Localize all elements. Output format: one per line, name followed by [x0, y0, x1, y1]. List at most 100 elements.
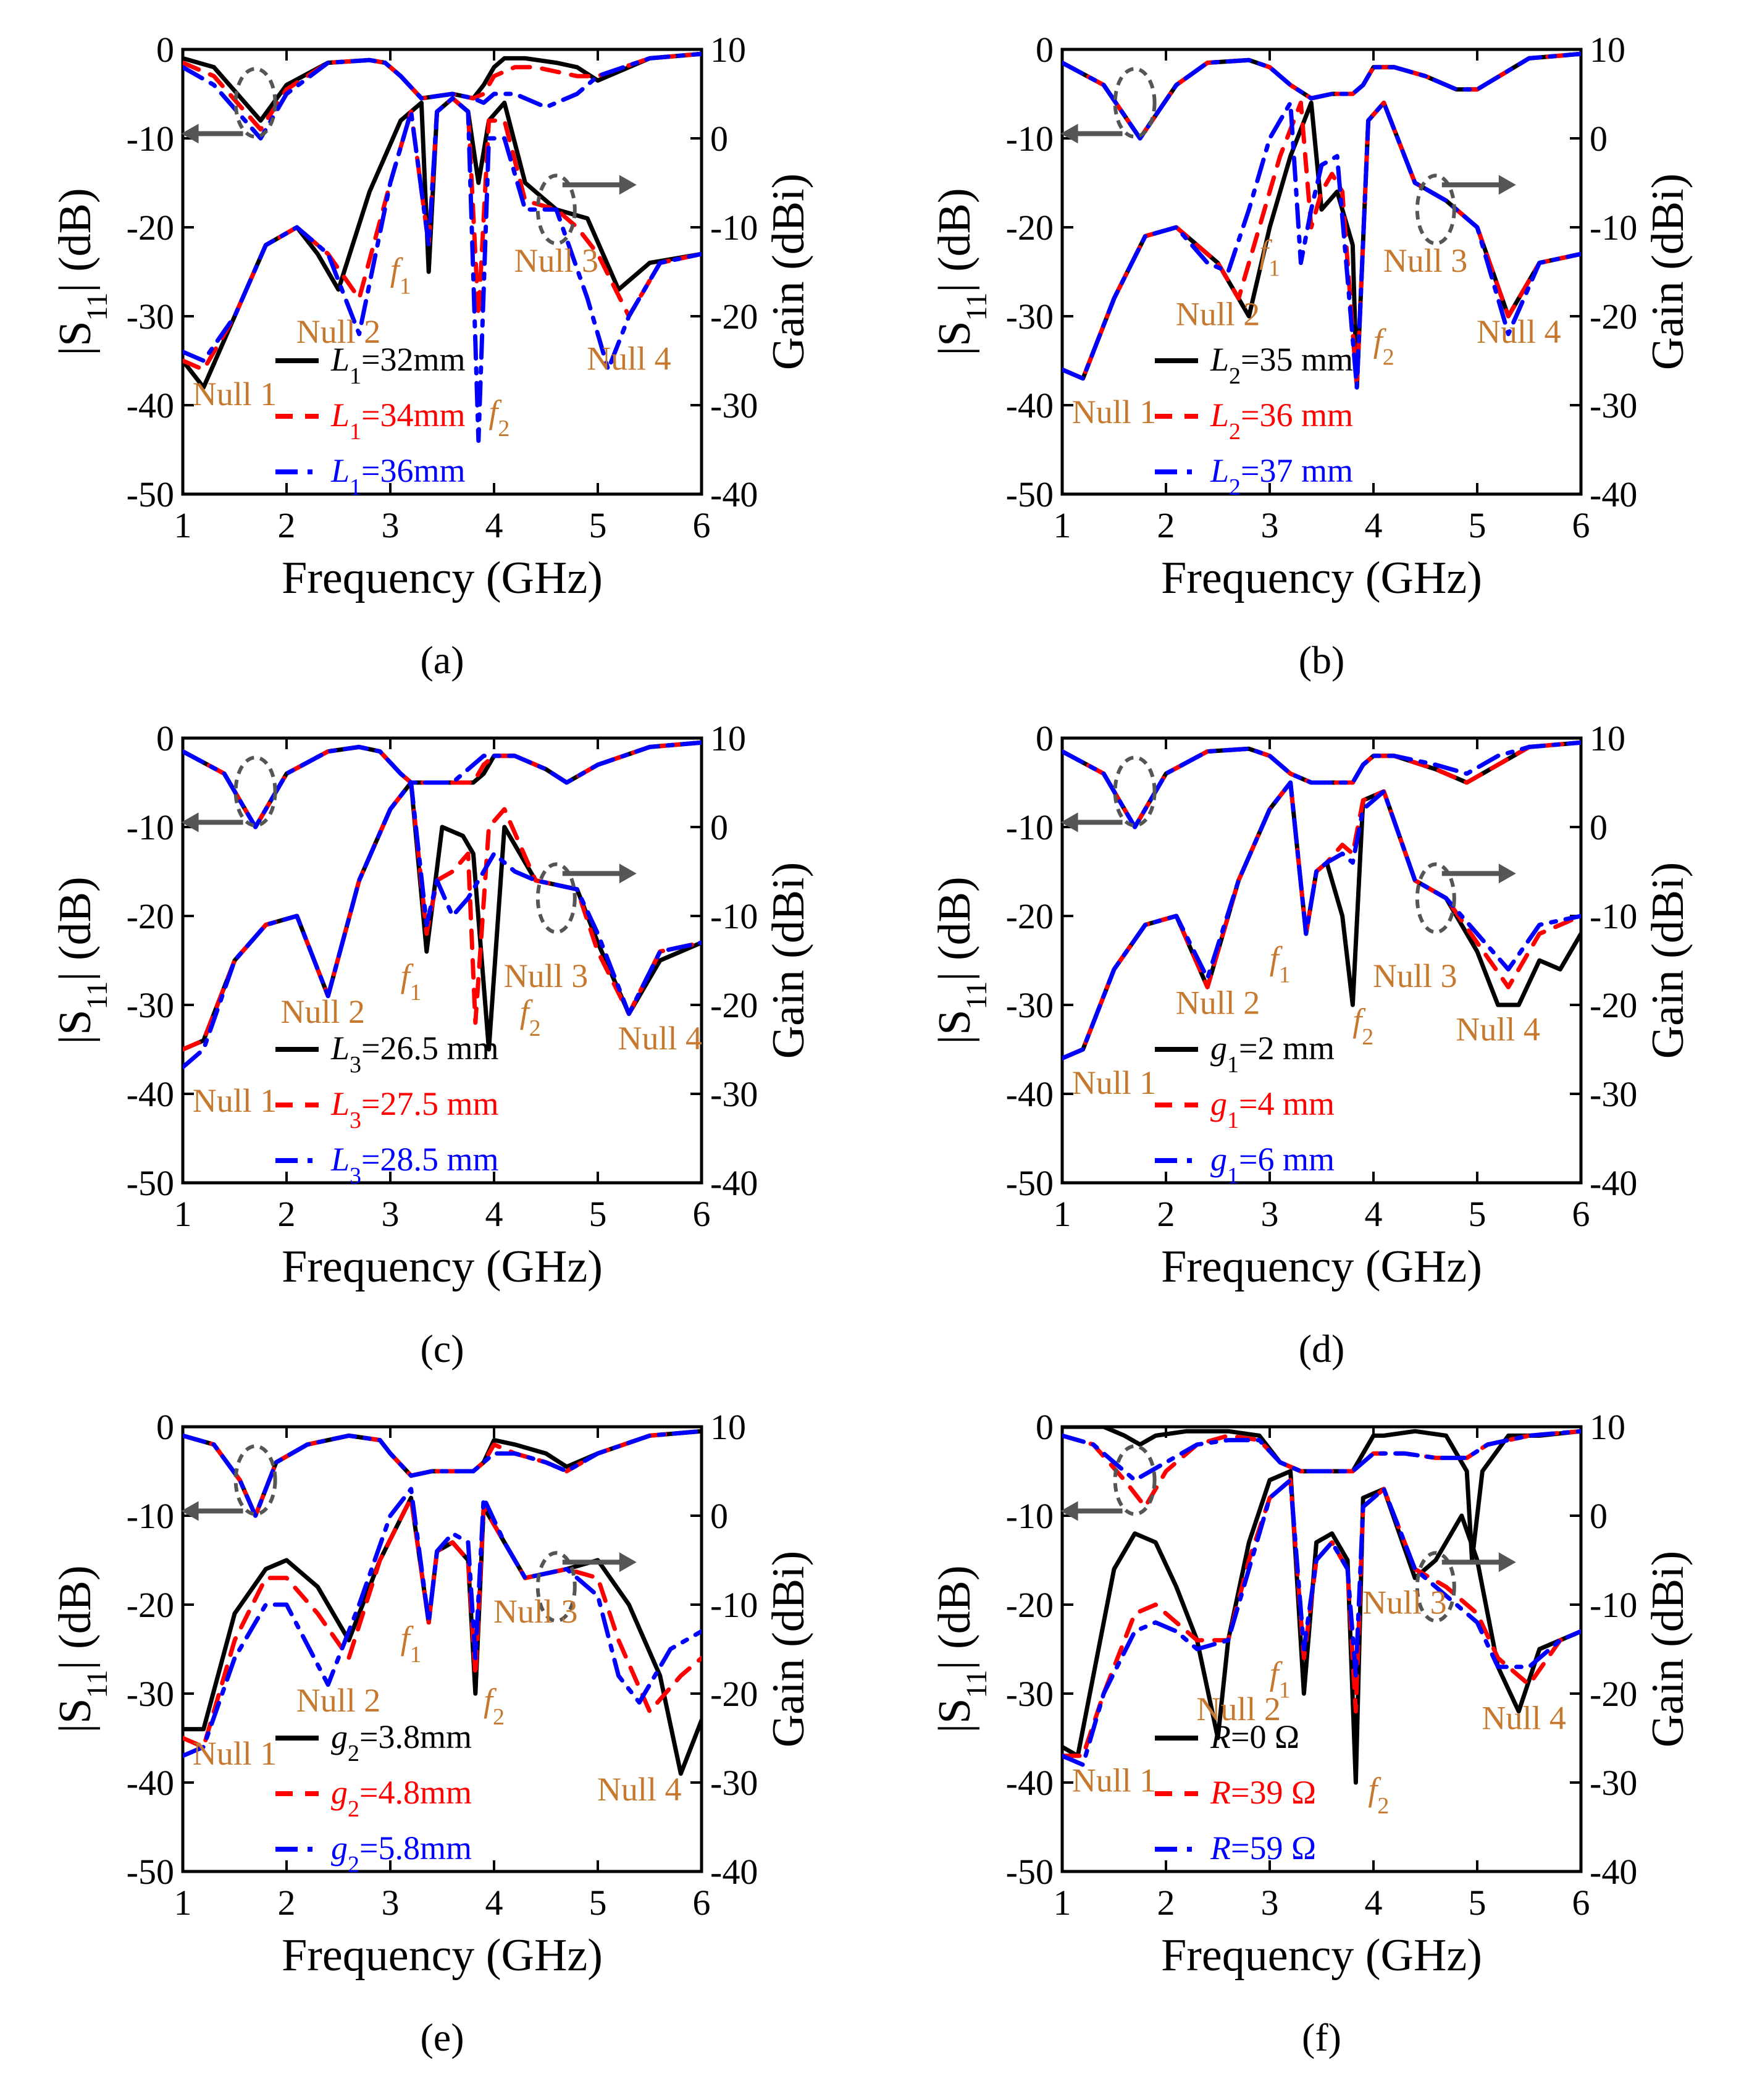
x-tick-label: 4 [1365, 505, 1383, 545]
plot-area [1062, 740, 1581, 1060]
s11-arrow-head [1060, 812, 1078, 833]
y-right-tick-label: -20 [1590, 985, 1637, 1025]
s11-group-ellipse [1113, 1444, 1157, 1516]
y-right-axis-label: Gain (dBi) [763, 862, 814, 1059]
annotation: Null 4 [1482, 1700, 1566, 1737]
gain-line-3 [183, 1487, 702, 1758]
y-right-tick-label: -10 [710, 208, 758, 248]
annotation: Null 2 [1176, 295, 1260, 332]
gain-group-ellipse [535, 862, 577, 934]
y-tick-label: -50 [1006, 474, 1054, 514]
y-tick-label: -40 [1006, 1074, 1054, 1114]
legend-label-2: L1=34mm [330, 397, 466, 445]
annotation: Null 1 [193, 1735, 277, 1772]
y-axis-label: |S11| (dB) [50, 876, 114, 1044]
x-tick-label: 5 [1469, 1883, 1486, 1923]
y-right-tick-label: -40 [710, 474, 758, 514]
x-tick-label: 1 [1054, 505, 1071, 545]
y-right-tick-label: 0 [1590, 807, 1608, 847]
plot-area [183, 740, 702, 1070]
legend-label-2: g1=4 mm [1210, 1085, 1335, 1133]
gain-line-3 [1062, 1477, 1581, 1767]
y-tick-label: -20 [1006, 896, 1054, 936]
plot-area [1062, 51, 1581, 390]
annotation: Null 1 [193, 1082, 277, 1119]
legend-label-1: R=0 Ω [1210, 1718, 1299, 1755]
annotation: f2 [520, 993, 541, 1041]
y-axis-label: |S11| (dB) [929, 188, 993, 355]
panel-caption: (a) [420, 638, 464, 682]
annotation: f2 [1368, 1771, 1389, 1819]
y-tick-label: 0 [1036, 718, 1054, 758]
plot-frame [1060, 736, 1583, 1185]
y-right-tick-label: 0 [710, 1496, 728, 1536]
legend-label-3: g2=5.8mm [331, 1829, 472, 1878]
gain-line-2 [183, 780, 702, 1052]
gain-group-ellipse [1415, 174, 1456, 246]
s11-arrow-head [181, 812, 199, 833]
chart-panel-b: 1 2 3 4 5 6 0 -10 -20 -30 -40 -50 10 0 -10 -20 -30 -40 Fre… [929, 30, 1693, 682]
y-right-tick-label: 10 [1590, 1407, 1625, 1447]
x-tick-label: 3 [1261, 1883, 1279, 1923]
s11-arrow-head [181, 1501, 199, 1521]
y-right-tick-label: -40 [1590, 1163, 1637, 1203]
annotation: Null 2 [296, 1682, 381, 1719]
x-tick-label: 1 [174, 1883, 192, 1923]
chart-panel-e: 1 2 3 4 5 6 0 -10 -20 -30 -40 -50 10 0 -10 -20 -30 -40 Fre… [50, 1407, 814, 2059]
x-tick-label: 3 [382, 1883, 400, 1923]
panel-caption: (f) [1302, 2015, 1341, 2059]
s11-line-1 [183, 51, 702, 123]
y-tick-label: -40 [1006, 1763, 1054, 1803]
y-right-axis-label: Gain (dBi) [763, 174, 814, 371]
x-tick-label: 1 [1054, 1883, 1071, 1923]
gain-line-3 [1062, 100, 1581, 390]
x-tick-label: 4 [485, 1883, 503, 1923]
gain-line-3 [183, 780, 702, 1070]
y-tick-label: 0 [1036, 1407, 1054, 1447]
s11-line-3 [183, 51, 702, 141]
chart-panel-d: 1 2 3 4 5 6 0 -10 -20 -30 -40 -50 10 0 -10 -20 -30 -40 Fre… [929, 718, 1693, 1371]
annotation: Null 4 [587, 340, 671, 377]
plot-area [183, 51, 702, 443]
y-tick-label: -40 [1006, 385, 1054, 426]
y-tick-label: -50 [1006, 1852, 1054, 1892]
x-tick-label: 2 [1157, 1883, 1175, 1923]
s11-line-2 [183, 1429, 702, 1518]
panel-caption: (d) [1299, 1327, 1345, 1371]
s11-group-ellipse [1113, 755, 1157, 828]
x-tick-label: 6 [1572, 1883, 1590, 1923]
chart-panel-a: 1 2 3 4 5 6 0 -10 -20 -30 -40 -50 10 0 -10 -20 -30 -40 Fre… [50, 30, 814, 682]
y-right-tick-label: -10 [1590, 208, 1637, 248]
gain-group-ellipse [535, 1551, 577, 1623]
y-right-tick-label: -20 [710, 985, 758, 1025]
annotation: Null 1 [1072, 1762, 1157, 1799]
x-axis-label: Frequency (GHz) [1161, 1930, 1482, 1981]
legend-label-1: L3=26.5 mm [330, 1030, 499, 1078]
annotation: f1 [401, 957, 422, 1006]
plot-area [1062, 1427, 1581, 1785]
y-tick-label: -50 [127, 1852, 174, 1892]
y-tick-label: 0 [1036, 30, 1054, 70]
annotation: Null 3 [514, 242, 599, 279]
y-right-axis-label: Gain (dBi) [1643, 1551, 1693, 1748]
x-tick-label: 6 [693, 1194, 711, 1234]
x-tick-label: 3 [382, 505, 400, 545]
s11-line-2 [1062, 740, 1581, 830]
annotation: Null 1 [193, 376, 277, 413]
plot-frame [181, 736, 703, 1185]
x-tick-label: 3 [382, 1194, 400, 1234]
y-right-tick-label: -30 [710, 385, 758, 426]
annotation: Null 4 [618, 1020, 703, 1057]
s11-arrow-head [1060, 124, 1078, 144]
y-tick-label: -10 [1006, 807, 1054, 847]
legend-label-1: L1=32mm [330, 341, 466, 389]
x-axis-label: Frequency (GHz) [282, 1241, 603, 1292]
legend-label-1: g2=3.8mm [331, 1718, 472, 1766]
x-tick-label: 2 [1157, 505, 1175, 545]
x-axis-label: Frequency (GHz) [282, 1930, 603, 1981]
gain-line-3 [183, 96, 702, 443]
x-tick-label: 4 [485, 1194, 503, 1234]
s11-arrow-head [181, 124, 199, 144]
plot-area [183, 1429, 702, 1776]
y-tick-label: -10 [1006, 1496, 1054, 1536]
